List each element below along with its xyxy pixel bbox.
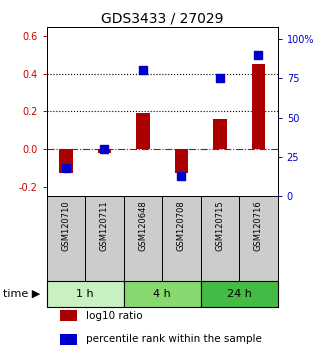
Bar — [252, 64, 265, 149]
Point — [256, 52, 261, 58]
Text: 1 h: 1 h — [76, 289, 94, 299]
Bar — [213, 119, 227, 149]
Bar — [201, 196, 239, 281]
Bar — [98, 149, 111, 153]
Bar — [85, 196, 124, 281]
Text: GSM120710: GSM120710 — [61, 200, 70, 251]
Text: GSM120708: GSM120708 — [177, 200, 186, 251]
Bar — [47, 281, 124, 307]
Bar — [201, 281, 278, 307]
Bar — [60, 334, 77, 345]
Title: GDS3433 / 27029: GDS3433 / 27029 — [101, 11, 223, 25]
Bar — [162, 196, 201, 281]
Point — [179, 173, 184, 178]
Text: time ▶: time ▶ — [3, 289, 40, 299]
Text: log10 ratio: log10 ratio — [86, 310, 143, 320]
Bar — [47, 196, 85, 281]
Text: 24 h: 24 h — [227, 289, 252, 299]
Bar — [136, 113, 150, 149]
Text: GSM120715: GSM120715 — [215, 200, 224, 251]
Bar — [175, 149, 188, 173]
Point — [140, 68, 145, 73]
Bar — [59, 149, 73, 173]
Text: percentile rank within the sample: percentile rank within the sample — [86, 335, 262, 344]
Point — [63, 165, 68, 171]
Bar — [124, 196, 162, 281]
Bar — [239, 196, 278, 281]
Text: 4 h: 4 h — [153, 289, 171, 299]
Text: GSM120716: GSM120716 — [254, 200, 263, 251]
Point — [102, 146, 107, 152]
Bar — [60, 310, 77, 321]
Point — [217, 75, 222, 81]
Text: GSM120648: GSM120648 — [138, 200, 147, 251]
Text: GSM120711: GSM120711 — [100, 200, 109, 251]
Bar — [124, 281, 201, 307]
